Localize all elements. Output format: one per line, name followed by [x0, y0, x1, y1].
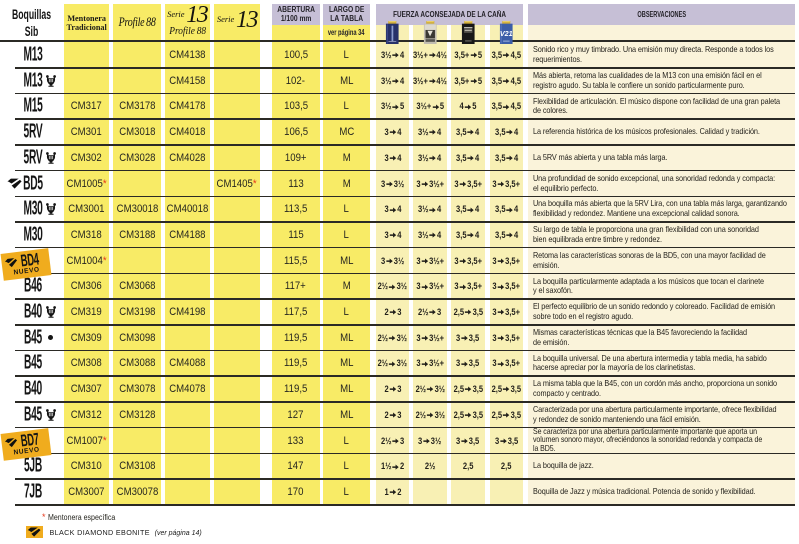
svg-text:V21: V21: [500, 30, 513, 38]
